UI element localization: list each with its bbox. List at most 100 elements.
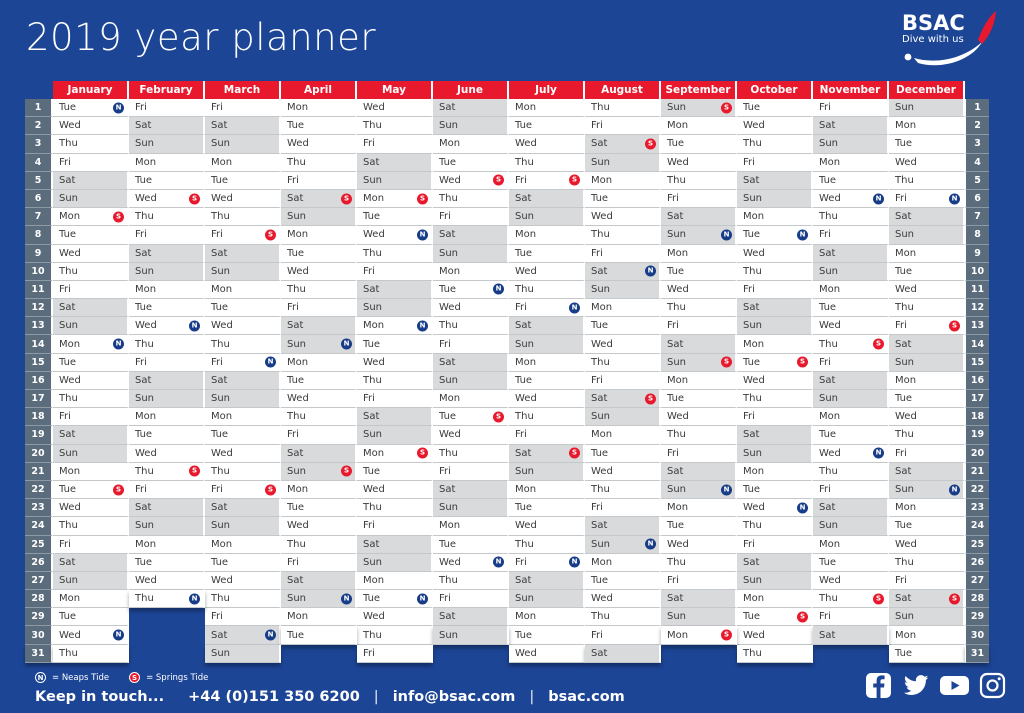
springs-badge: S <box>493 174 504 186</box>
facebook-icon[interactable] <box>865 672 892 699</box>
day-cell: Wed <box>357 608 433 627</box>
day-cell: Fri <box>889 444 965 463</box>
springs-badge: S <box>949 593 960 605</box>
instagram-icon[interactable] <box>979 672 1006 699</box>
day-name: Fri <box>135 102 147 114</box>
day-name: Sat <box>211 247 228 259</box>
day-name: Mon <box>59 465 81 477</box>
day-cell: Wed <box>585 590 661 609</box>
day-cell: Fri <box>357 644 433 663</box>
day-name: Tue <box>743 484 761 496</box>
day-number: 6 <box>965 189 989 209</box>
day-number: 5 <box>25 171 53 190</box>
day-cell: Fri <box>129 226 205 245</box>
day-cell: Mon <box>661 371 737 390</box>
day-cell: Thu <box>53 390 129 409</box>
day-cell: Sat <box>129 117 205 136</box>
day-cell: Sat S <box>509 444 585 463</box>
day-name: Sat <box>439 356 456 368</box>
day-name: Sat <box>667 593 684 605</box>
day-cell: Sat S <box>889 590 965 609</box>
day-cell: Sat <box>357 280 433 300</box>
empty-cell <box>433 645 509 663</box>
day-cell: Thu <box>281 153 357 172</box>
day-cell: Sat <box>661 590 737 609</box>
day-name: Mon <box>211 411 233 423</box>
springs-badge: S <box>341 465 352 477</box>
day-name: Tue <box>287 120 305 132</box>
day-name: Mon <box>287 356 309 368</box>
day-name: Sat <box>59 302 76 314</box>
day-cell: Sun N <box>281 590 357 609</box>
day-cell: Thu <box>585 353 661 372</box>
springs-badge: S <box>417 447 428 459</box>
day-name: Tue <box>591 193 609 205</box>
day-name: Thu <box>819 465 838 477</box>
day-name: Tue <box>819 174 837 186</box>
day-number: 14 <box>965 335 989 354</box>
day-cell: Tue <box>509 499 585 518</box>
springs-badge: S <box>645 138 656 150</box>
day-name: Wed <box>135 574 157 586</box>
website-link[interactable]: bsac.com <box>548 689 625 705</box>
email-link[interactable]: info@bsac.com <box>392 689 516 705</box>
neaps-badge: N <box>569 556 580 568</box>
month-header: June <box>433 81 509 99</box>
day-cell: Wed <box>889 535 965 554</box>
day-cell: Sun <box>889 99 965 118</box>
day-cell: Mon <box>53 590 129 609</box>
day-name: Fri <box>819 102 831 114</box>
day-name: Thu <box>439 447 458 459</box>
day-name: Sun <box>667 356 687 368</box>
day-cell: Fri S <box>205 226 281 245</box>
twitter-icon[interactable] <box>901 672 930 699</box>
day-name: Fri <box>667 320 679 332</box>
day-name: Mon <box>287 102 309 114</box>
day-name: Wed <box>591 593 613 605</box>
day-cell: Wed <box>585 335 661 354</box>
day-name: Tue <box>743 102 761 114</box>
day-cell: Mon <box>281 608 357 627</box>
day-name: Wed <box>819 193 841 205</box>
day-cell: Wed <box>53 371 129 390</box>
day-cell: Fri <box>53 535 129 554</box>
day-name: Wed <box>743 629 765 641</box>
day-number: 10 <box>965 262 989 281</box>
day-name: Wed <box>211 320 233 332</box>
grid-corner <box>965 81 989 99</box>
day-cell: Tue <box>889 390 965 409</box>
day-name: Wed <box>591 465 613 477</box>
day-name: Sun <box>363 556 383 568</box>
day-cell: Fri <box>53 280 129 300</box>
day-number: 8 <box>965 226 989 245</box>
day-name: Mon <box>667 247 689 259</box>
youtube-icon[interactable] <box>939 672 970 699</box>
day-name: Mon <box>515 356 537 368</box>
day-name: Mon <box>515 611 537 623</box>
springs-badge: S <box>189 465 200 477</box>
day-name: Sat <box>819 374 836 386</box>
day-name: Thu <box>667 556 686 568</box>
day-cell: Thu <box>433 444 509 463</box>
day-cell: Tue <box>813 426 889 445</box>
day-name: Sun <box>287 211 307 223</box>
day-name: Wed <box>287 138 309 150</box>
day-number: 2 <box>25 117 53 136</box>
day-cell: Tue <box>129 299 205 318</box>
day-cell: Thu <box>205 590 281 609</box>
day-cell: Fri <box>737 153 813 172</box>
day-name: Wed <box>515 393 537 405</box>
day-cell: Sat <box>433 226 509 245</box>
day-number: 28 <box>965 590 989 609</box>
day-cell: Fri <box>661 317 737 336</box>
day-name: Sat <box>895 465 912 477</box>
day-name: Mon <box>895 629 917 641</box>
day-cell: Wed <box>433 299 509 318</box>
day-cell: Wed N <box>737 499 813 518</box>
day-name: Thu <box>135 465 154 477</box>
day-cell: Tue <box>281 244 357 263</box>
day-number: 13 <box>25 317 53 336</box>
day-name: Sun <box>743 447 763 459</box>
day-cell: Sun <box>509 208 585 227</box>
day-cell: Thu <box>53 644 129 663</box>
